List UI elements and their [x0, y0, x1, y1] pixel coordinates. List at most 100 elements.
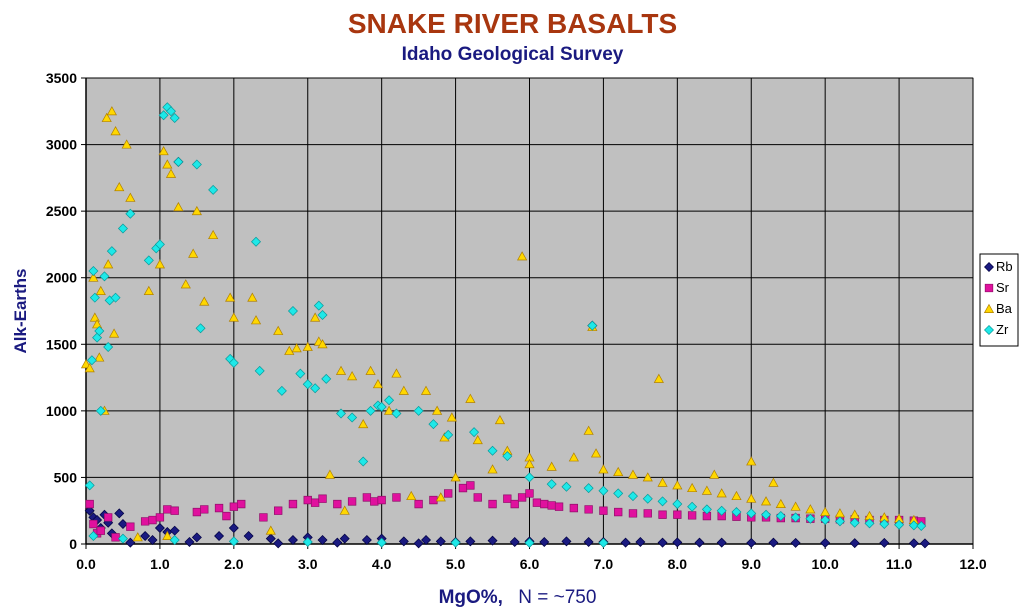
zr-point: [894, 519, 905, 530]
x-tick-label: 3.0: [298, 556, 318, 572]
series-zr: [84, 102, 927, 548]
zr-point: [908, 520, 919, 531]
zr-point: [195, 323, 206, 334]
y-tick-label: 3000: [46, 137, 77, 153]
sr-point: [362, 493, 372, 502]
series-sr: [85, 481, 926, 542]
ba-point: [132, 532, 143, 542]
ba-point: [790, 501, 801, 511]
rb-point: [191, 532, 202, 543]
legend-marker: [983, 303, 995, 313]
ba-point: [188, 248, 199, 258]
legend-label: Sr: [996, 280, 1010, 295]
zr-point: [701, 504, 712, 515]
zr-point: [561, 481, 572, 492]
ba-point: [487, 464, 498, 474]
zr-point: [428, 419, 439, 430]
sr-point: [429, 495, 438, 505]
sr-point: [155, 513, 165, 522]
rb-point: [919, 538, 930, 549]
rb-point: [694, 537, 705, 548]
sr-point: [96, 526, 105, 535]
rb-point: [716, 537, 727, 548]
ba-point: [546, 461, 557, 471]
zr-point: [208, 184, 219, 195]
rb-point: [820, 537, 831, 548]
zr-point: [450, 537, 461, 548]
zr-point: [805, 513, 816, 524]
zr-point: [672, 499, 683, 510]
ba-point: [372, 379, 384, 389]
sr-point: [687, 511, 697, 520]
ba-point: [672, 480, 683, 490]
rb-point: [117, 519, 128, 530]
sr-point: [274, 506, 283, 515]
zr-point: [879, 519, 890, 530]
ba-point: [568, 452, 579, 462]
zr-point: [110, 292, 121, 303]
ba-point: [590, 448, 602, 458]
rb-point: [539, 537, 550, 547]
ba-point: [208, 229, 219, 240]
ba-point: [162, 530, 173, 540]
zr-point: [413, 405, 424, 416]
zr-point: [358, 456, 369, 467]
sr-point: [554, 502, 564, 511]
zr-point: [95, 405, 106, 416]
zr-point: [469, 427, 480, 438]
x-tick-label: 1.0: [150, 556, 170, 572]
zr-point: [173, 156, 184, 167]
legend-item-rb: Rb: [984, 259, 1013, 274]
zr-point: [336, 408, 347, 419]
sr-point: [614, 507, 623, 517]
zr-point: [775, 511, 786, 522]
sr-point: [599, 506, 608, 515]
sr-point: [347, 497, 357, 506]
ba-point: [125, 192, 136, 202]
zr-point: [295, 368, 306, 379]
rb-point: [435, 536, 446, 547]
zr-point: [716, 505, 727, 516]
zr-point: [746, 508, 757, 519]
legend-marker: [984, 283, 994, 293]
zr-point: [287, 306, 298, 316]
ba-point: [731, 490, 742, 501]
sr-point: [85, 499, 94, 509]
ba-point: [494, 414, 506, 425]
y-tick-label: 1000: [46, 403, 77, 419]
zr-point: [587, 320, 598, 331]
ba-point: [95, 285, 106, 295]
y-tick-label: 1500: [46, 336, 77, 352]
ba-point: [158, 146, 169, 156]
zr-point: [524, 472, 535, 483]
zr-point: [106, 246, 117, 257]
rb-point: [114, 508, 125, 519]
sr-point: [503, 494, 512, 503]
rb-point: [746, 537, 757, 548]
zr-point: [117, 223, 128, 234]
ba-point: [180, 279, 191, 289]
ba-point: [420, 385, 432, 395]
chart-title: SNAKE RIVER BASALTS: [347, 8, 678, 39]
rb-point: [672, 537, 683, 548]
zr-point: [228, 536, 239, 547]
rb-point: [243, 531, 254, 542]
ba-point: [347, 371, 358, 381]
x-tick-label: 9.0: [742, 556, 762, 572]
zr-point: [302, 537, 313, 547]
sr-point: [89, 519, 98, 529]
zr-point: [276, 385, 287, 396]
y-tick-label: 0: [69, 536, 77, 552]
x-tick-label: 6.0: [520, 556, 540, 572]
ba-point: [450, 472, 461, 482]
rb-point: [790, 537, 801, 548]
zr-point: [384, 395, 395, 406]
ba-point: [775, 498, 786, 509]
legend: Rb Sr Ba Zr: [979, 253, 1019, 347]
zr-point: [443, 429, 454, 440]
zr-point: [502, 451, 513, 462]
rb-point: [140, 531, 151, 542]
ba-point: [273, 325, 284, 335]
ba-point: [701, 485, 712, 495]
sr-point: [126, 522, 135, 531]
